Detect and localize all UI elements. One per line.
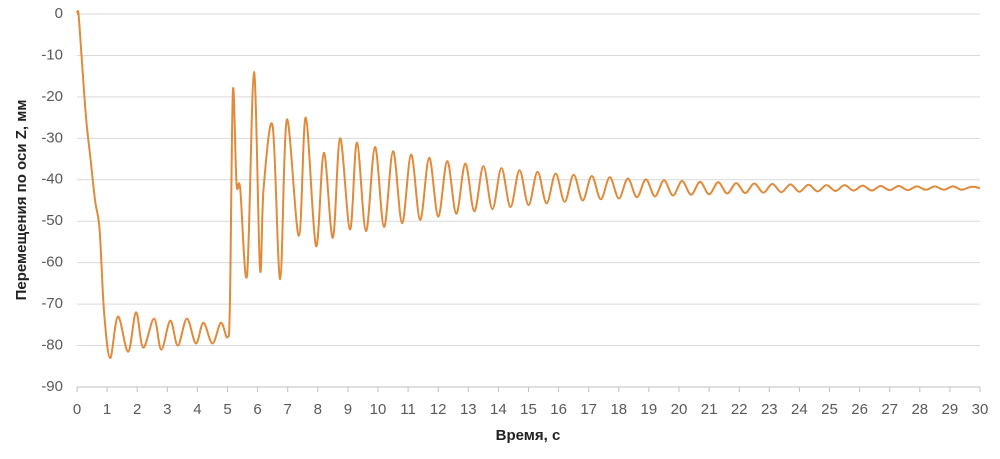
x-tick-label: 20 xyxy=(671,401,688,418)
y-tick-label: -90 xyxy=(41,378,63,395)
x-tick-label: 16 xyxy=(550,401,567,418)
x-tick-label: 24 xyxy=(791,401,808,418)
y-tick-label: -10 xyxy=(41,46,63,63)
y-tick-label: -60 xyxy=(41,254,63,271)
x-tick-label: 1 xyxy=(103,401,111,418)
y-tick-label: -80 xyxy=(41,337,63,354)
x-tick-label: 27 xyxy=(881,401,898,418)
x-tick-label: 29 xyxy=(942,401,959,418)
x-axis-title: Время, с xyxy=(496,427,561,444)
y-tick-label: -20 xyxy=(41,88,63,105)
y-tick-label: -40 xyxy=(41,171,63,188)
x-tick-label: 5 xyxy=(223,401,231,418)
series-line xyxy=(76,9,981,359)
x-tick-label: 6 xyxy=(253,401,261,418)
y-axis-title: Перемещения по оси Z, мм xyxy=(13,100,30,301)
x-tick-label: 8 xyxy=(314,401,322,418)
x-tick-label: 25 xyxy=(821,401,838,418)
x-tick-label: 11 xyxy=(400,401,416,418)
x-tick-label: 14 xyxy=(490,401,507,418)
y-tick-label: -30 xyxy=(41,129,63,146)
x-tick-label: 10 xyxy=(370,401,387,418)
x-tick-label: 15 xyxy=(520,401,537,418)
x-tick-label: 17 xyxy=(580,401,597,418)
x-tick-label: 2 xyxy=(133,401,141,418)
x-tick-label: 22 xyxy=(731,401,748,418)
x-tick-label: 12 xyxy=(430,401,447,418)
x-tick-label: 30 xyxy=(972,401,989,418)
x-tick-label: 9 xyxy=(344,401,352,418)
x-tick-label: 21 xyxy=(701,401,718,418)
y-tick-label: -50 xyxy=(41,212,63,229)
x-tick-label: 28 xyxy=(911,401,928,418)
x-tick-label: 26 xyxy=(851,401,868,418)
y-tick-label: -70 xyxy=(41,295,63,312)
y-tick-label: 0 xyxy=(55,5,63,22)
x-tick-label: 3 xyxy=(163,401,171,418)
x-tick-label: 19 xyxy=(641,401,658,418)
x-tick-label: 13 xyxy=(460,401,477,418)
x-tick-label: 23 xyxy=(761,401,778,418)
x-tick-label: 0 xyxy=(73,401,81,418)
x-tick-label: 7 xyxy=(284,401,292,418)
x-tick-label: 4 xyxy=(193,401,201,418)
x-tick-label: 18 xyxy=(610,401,627,418)
